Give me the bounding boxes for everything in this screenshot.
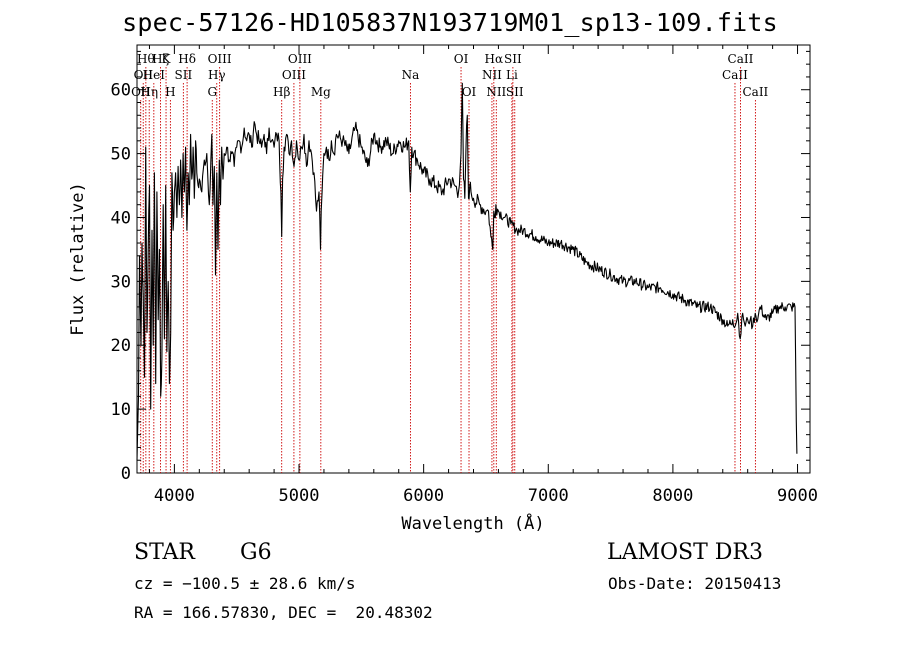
line-marker-label: OI	[454, 52, 469, 66]
emission-line-markers: OIIOIIHθHηHeIHζKHSIIHδGHγOIIIHβOIIIOIIIM…	[131, 52, 769, 473]
x-tick-label: 9000	[777, 486, 818, 506]
flux-series-line	[136, 82, 798, 461]
coordinates-readout: RA = 166.57830, DEC = 20.48302	[134, 603, 433, 622]
line-marker-label: Hθ	[137, 52, 155, 66]
chart-title: spec-57126-HD105837N193719M01_sp13-109.f…	[122, 8, 778, 37]
y-tick-label: 10	[111, 400, 131, 420]
x-axis-label: Wavelength (Å)	[401, 512, 544, 534]
plot-frame	[136, 44, 811, 474]
line-marker-label: Hγ	[208, 68, 226, 82]
line-marker-label: CaII	[742, 85, 768, 99]
line-marker-label: SII	[175, 68, 193, 82]
line-marker-label: NII	[482, 68, 502, 82]
y-tick-label: 20	[111, 336, 131, 356]
spectral-subclass: G6	[240, 540, 272, 565]
line-marker-label: HeI	[143, 68, 166, 82]
line-marker-label: Hζ	[152, 52, 169, 66]
y-tick-label: 0	[121, 464, 131, 484]
line-marker-label: G	[207, 85, 217, 99]
line-marker-label: CaII	[722, 68, 748, 82]
line-marker-label: NII	[486, 85, 506, 99]
line-marker-label: H	[165, 85, 175, 99]
line-marker-label: OIII	[282, 68, 306, 82]
line-marker-label: Hβ	[273, 85, 290, 99]
x-tick-label: 7000	[528, 486, 569, 506]
line-marker-label: Hδ	[178, 52, 196, 66]
line-marker-label: Na	[402, 68, 420, 82]
y-tick-label: 50	[111, 145, 131, 165]
line-marker-label: OIII	[288, 52, 312, 66]
line-marker-label: CaII	[728, 52, 754, 66]
y-tick-label: 60	[111, 81, 131, 101]
y-tick-label: 30	[111, 272, 131, 292]
line-marker-label: SII	[504, 52, 522, 66]
line-marker-label: OIII	[208, 52, 232, 66]
x-tick-label: 8000	[652, 486, 693, 506]
x-tick-label: 4000	[154, 486, 195, 506]
line-marker-label: Hα	[485, 52, 504, 66]
velocity-readout: cz = −100.5 ± 28.6 km/s	[134, 574, 356, 593]
axes: 4000 5000 6000 7000 8000 9000 0 10 20 30 40 50 60	[111, 45, 818, 506]
observation-date: Obs-Date: 20150413	[608, 574, 782, 593]
line-marker-label: K	[162, 52, 172, 66]
line-marker-label: OII	[134, 68, 154, 82]
line-marker-label: Li	[506, 68, 518, 82]
line-marker-label: Mg	[311, 85, 331, 99]
object-class: STAR	[134, 540, 195, 565]
x-tick-label: 6000	[403, 486, 444, 506]
line-marker-label: Hη	[140, 85, 158, 99]
line-marker-label: SII	[506, 85, 524, 99]
x-tick-label: 5000	[279, 486, 320, 506]
survey-name: LAMOST DR3	[607, 540, 763, 565]
line-marker-label: OI	[462, 85, 477, 99]
y-tick-label: 40	[111, 208, 131, 228]
y-axis-label: Flux (relative)	[68, 182, 88, 336]
